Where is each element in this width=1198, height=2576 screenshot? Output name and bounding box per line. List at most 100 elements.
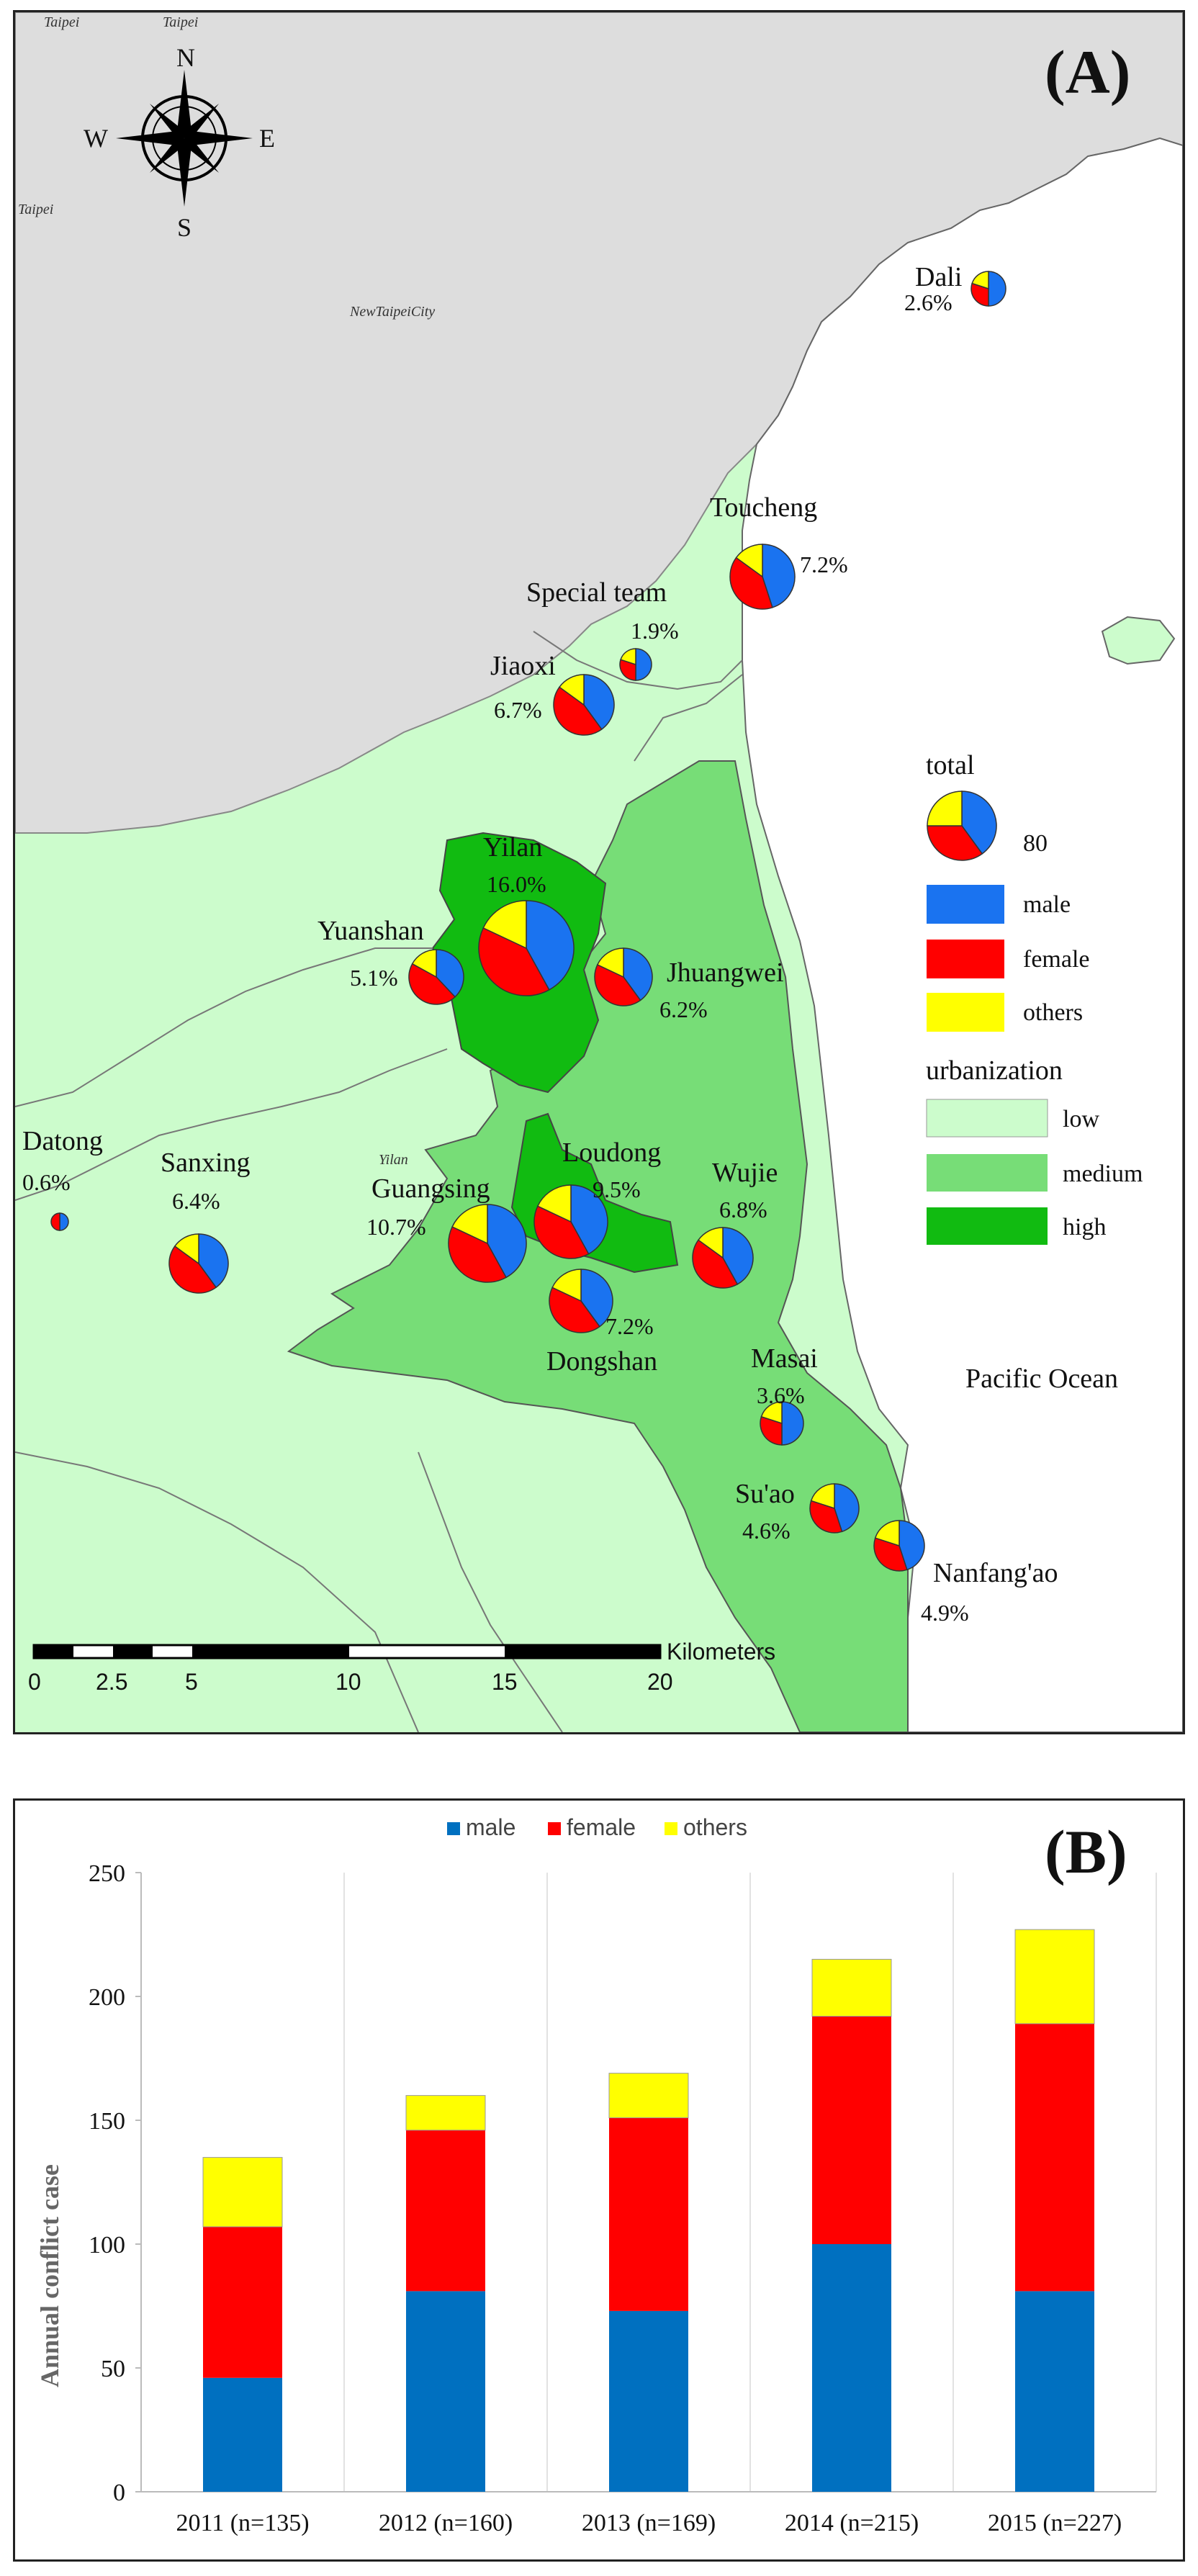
station-pct-jhuangwei: 6.2% [659,996,708,1022]
pie-11-slice-female [692,1239,739,1289]
compass-rose: N S E W [84,43,275,242]
station-name-wujie: Wujie [712,1158,778,1188]
pie-1-slice-female [729,557,773,610]
pie-6-slice-others [596,947,624,978]
pie-12-slice-others [551,1269,582,1302]
pie-8-slice-female [168,1245,217,1294]
station-name-yilan: Yilan [483,832,542,863]
bar-female-0 [203,2226,282,2378]
pie-jiaoxi [553,674,615,736]
station-pct-special-team: 1.9% [631,618,679,644]
pie-5-slice-others [411,949,437,978]
pie-6-slice-male [623,947,653,1001]
bar-female-4 [1015,2023,1094,2292]
pie-10-slice-female [533,1205,590,1259]
pie-masai [760,1401,804,1446]
map-legend: total 80 male female others urbanization… [926,750,1143,1245]
pie-13-slice-female [760,1415,783,1446]
station-pct-toucheng: 7.2% [800,551,848,577]
station-name-datong: Datong [22,1126,103,1156]
pie-3-slice-others [558,674,585,706]
x-tick-label: 2011 (n=135) [176,2510,309,2536]
y-tick-labels: 0 50 100 150 200 250 [89,1860,141,2506]
legend-swatch-female [927,940,1004,978]
pie-12-slice-male [580,1269,613,1328]
pie-9-slice-female [448,1226,508,1283]
bar-male-3 [812,2244,891,2492]
station-name-jhuangwei: Jhuangwei [667,958,784,988]
scale-unit: Kilometers [667,1639,775,1665]
map-svg: (A) N S E W Taipei Taipei Taipei NewTaip… [15,12,1183,1732]
legend-marker-female [548,1822,561,1835]
legend-total-value: 80 [1023,830,1048,857]
district-lines [15,631,743,1732]
chart-grid [140,1873,1157,2492]
chart-legend-male: male [466,1814,515,1840]
legend-total-title: total [926,750,975,780]
pie-15-slice-others [874,1520,900,1547]
station-pct-nanfangao: 4.9% [921,1600,969,1626]
bar-female-3 [812,2016,891,2244]
pie-4-slice-female [478,927,550,996]
chart-bars [202,1929,1095,2492]
station-name-guangsing: Guangsing [371,1174,490,1204]
pie-dali [970,271,1006,307]
y-tick-label: 200 [89,1984,125,2011]
legend-urbanization-title: urbanization [926,1055,1063,1086]
pie-2-slice-female [619,659,636,681]
pie-0-slice-female [970,282,989,307]
pie-2-slice-male [635,648,652,681]
legend-high: high [1063,1214,1106,1240]
station-name-loudong: Loudong [562,1138,661,1168]
bar-male-4 [1015,2291,1094,2492]
legend-swatch-low [926,1099,1048,1138]
legend-others: others [1023,999,1083,1026]
context-label-newtaipei: NewTaipeiCity [349,304,435,320]
bar-others-4 [1014,1929,1095,2025]
pie-14-slice-male [834,1483,860,1533]
station-pct-suao: 4.6% [742,1518,791,1544]
station-pct-loudong: 9.5% [593,1176,641,1202]
legend-marker-male [447,1822,460,1835]
bar-female-1 [406,2130,485,2292]
legend-swatch-medium [927,1154,1048,1192]
bar-others-0 [202,2157,283,2228]
legend-swatch-others [927,993,1004,1032]
pie-5-slice-male [436,949,464,998]
station-name-yuanshan: Yuanshan [317,916,424,946]
legend-marker-others [665,1822,677,1835]
scale-tick-10: 10 [335,1669,361,1695]
scale-tick-5: 5 [185,1669,198,1695]
chart-legend-others: others [683,1814,747,1840]
chart-svg: (B) male female others Annual conflict c… [35,1814,1157,2536]
chart-legend-female: female [567,1814,636,1840]
station-name-special-team: Special team [526,577,667,608]
compass-e: E [259,124,275,153]
legend-pie-slice-female [927,825,983,861]
pie-9-slice-male [487,1204,527,1279]
x-tick-label: 2014 (n=215) [785,2510,919,2536]
pie-11-slice-others [697,1227,724,1259]
pie-yilan [478,900,575,996]
bar-others-2 [608,2073,689,2119]
station-name-dali: Dali [915,262,962,292]
pie-guangsing [448,1204,527,1283]
legend-swatch-high [927,1207,1048,1245]
pie-12-slice-female [549,1287,600,1333]
station-pct-yilan: 16.0% [487,871,546,897]
legend-pie-slice-male [961,791,997,855]
pie-10-slice-male [570,1184,608,1255]
context-label-taipei-1: Taipei [44,14,79,30]
station-name-sanxing: Sanxing [161,1148,251,1178]
chart-panel: (B) male female others Annual conflict c… [13,1798,1185,2562]
pie-3-slice-male [583,674,615,731]
pie-8-slice-male [198,1233,229,1289]
pie-toucheng [729,544,796,610]
pie-sanxing [168,1233,229,1294]
station-pct-sanxing: 6.4% [172,1188,220,1214]
pie-13-slice-others [760,1401,783,1425]
pie-yuanshan [408,949,464,1005]
station-pct-dali: 2.6% [904,289,952,315]
context-label-taipei-3: Taipei [18,202,53,217]
bar-male-0 [203,2377,282,2492]
